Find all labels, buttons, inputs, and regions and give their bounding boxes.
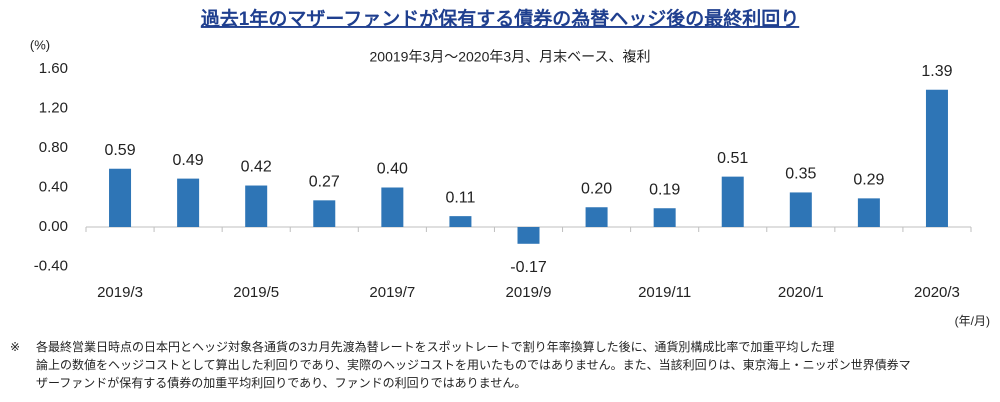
x-tick-label: 2020/3 (914, 284, 960, 301)
value-label: 0.20 (581, 180, 612, 197)
chart-subtitle: 20019年3月～2020年3月、月末ベース、複利 (370, 49, 651, 65)
footnote-line: 各最終営業日時点の日本円とヘッジ対象各通貨の3カ月先渡為替レートをスポットレート… (36, 339, 834, 354)
y-tick-label: 1.60 (39, 60, 68, 77)
bar (381, 187, 404, 227)
bar (585, 207, 608, 227)
value-label: 0.35 (785, 166, 816, 183)
value-label: 0.11 (445, 189, 475, 206)
bar (245, 185, 268, 227)
bar (449, 216, 472, 227)
value-label: 0.27 (309, 174, 340, 191)
bar (653, 208, 676, 227)
bar (721, 176, 744, 227)
value-label: -0.17 (510, 259, 547, 276)
value-label: 0.29 (853, 172, 884, 189)
footnote-line: 論上の数値をヘッジコストとして算出した利回りであり、実際のヘッジコストを用いたも… (36, 357, 911, 372)
bar (177, 178, 200, 227)
bar (789, 192, 812, 227)
value-label: 0.40 (377, 161, 408, 178)
value-label: 0.49 (173, 152, 204, 169)
y-tick-label: 1.20 (39, 99, 68, 116)
bar (109, 168, 132, 227)
x-tick-label: 2019/11 (638, 284, 691, 301)
y-tick-label: -0.40 (34, 257, 68, 274)
chart-title: 過去1年のマザーファンドが保有する債券の為替ヘッジ後の最終利回り (201, 7, 799, 30)
value-label: 0.42 (241, 159, 272, 176)
y-tick-label: 0.80 (39, 139, 68, 156)
x-tick-label: 2020/1 (778, 284, 824, 301)
x-tick-label: 2019/7 (369, 284, 415, 301)
footnote-line: ザーファンドが保有する債券の加重平均利回りであり、ファンドの利回りではありません… (36, 375, 526, 390)
x-tick-label: 2019/3 (97, 284, 143, 301)
value-label: 1.39 (921, 63, 952, 80)
x-unit: (年/月) (955, 314, 990, 328)
bar (857, 198, 880, 227)
footnote-mark: ※ (10, 340, 20, 354)
x-tick-label: 2019/9 (506, 284, 552, 301)
y-unit: (%) (30, 37, 50, 52)
value-label: 0.19 (649, 181, 680, 198)
x-tick-label: 2019/5 (233, 284, 279, 301)
value-label: 0.59 (104, 142, 135, 159)
bar (517, 227, 540, 244)
bar (313, 200, 336, 227)
y-tick-label: 0.00 (39, 218, 68, 235)
value-label: 0.51 (717, 150, 748, 167)
y-tick-label: 0.40 (39, 178, 68, 195)
bar (925, 89, 948, 227)
